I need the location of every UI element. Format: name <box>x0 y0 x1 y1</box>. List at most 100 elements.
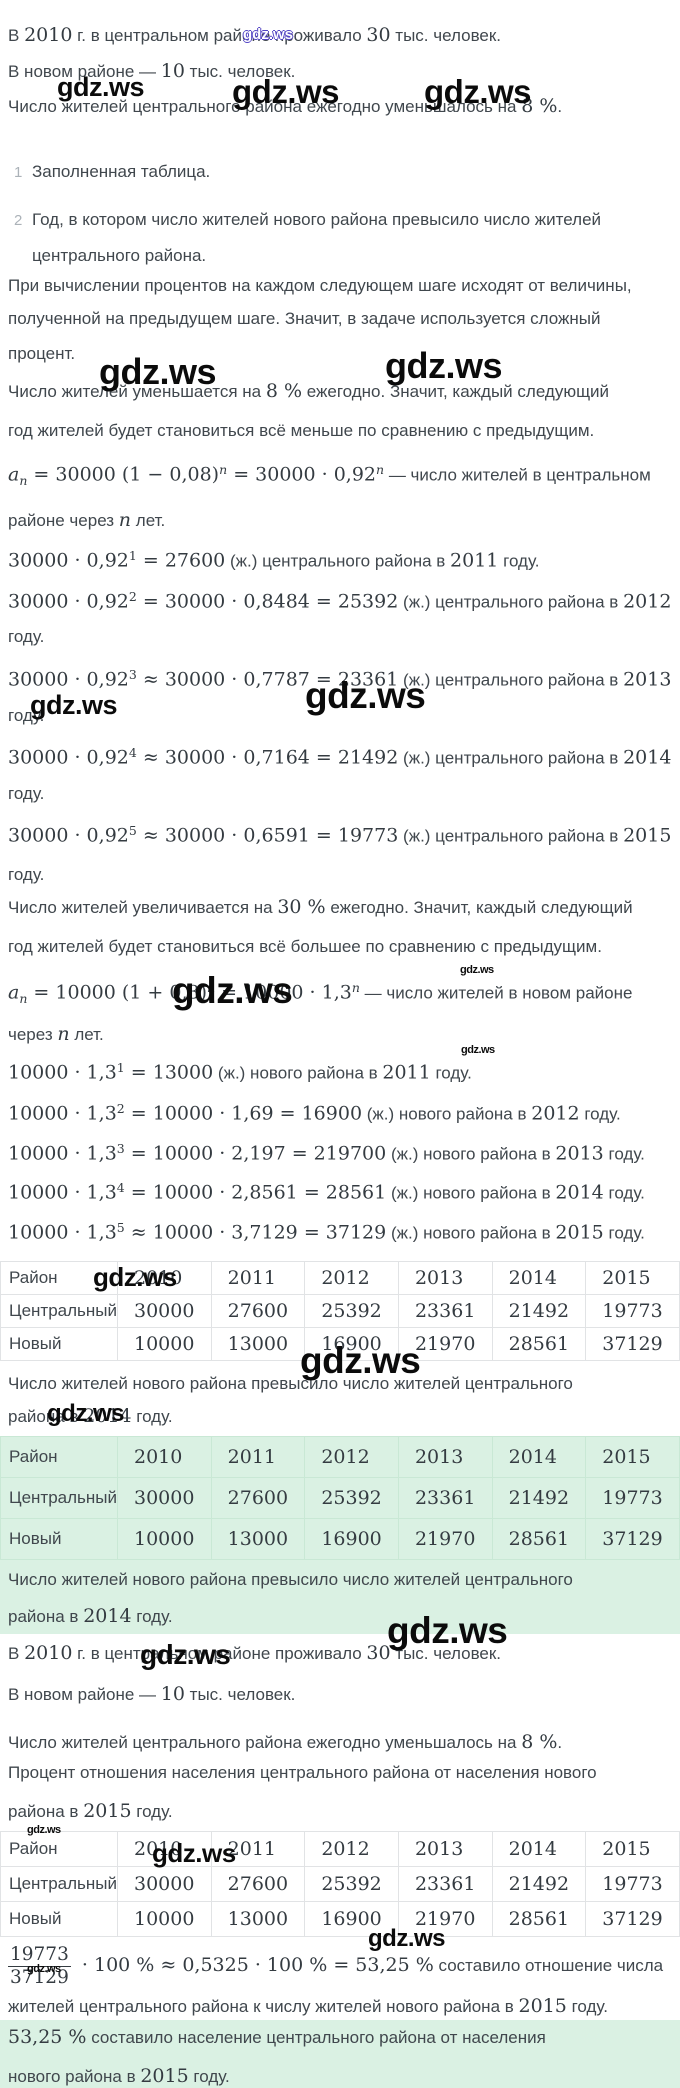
population-value-cell: 21970 <box>397 1517 493 1560</box>
calculation-line: году. <box>0 782 680 805</box>
math-segment: n <box>207 980 216 996</box>
year-header-cell: 2013 <box>397 1830 493 1867</box>
explanation-line: При вычислении процентов на каждом следу… <box>0 274 680 297</box>
condition-line: Число жителей центрального района ежегод… <box>0 1731 680 1754</box>
text-segment: тыс. человек. <box>184 1684 296 1704</box>
calculation-line: жителей центрального района к числу жите… <box>0 1995 680 2018</box>
watermark: gdz.ws <box>232 73 340 110</box>
text-segment: (ж.) центрального района в <box>225 551 451 571</box>
math-segment: 5 <box>128 822 137 838</box>
table-header-row: Район 2010 2011 2012 2013 2014 2015 <box>0 1260 680 1295</box>
text-segment: района в <box>8 1606 84 1626</box>
math-segment: = 13000 <box>124 1062 214 1085</box>
population-value-cell: 16900 <box>304 1900 399 1937</box>
text-segment: центрального района. <box>32 246 207 265</box>
watermark: gdz.ws <box>27 1824 61 1836</box>
year-header-cell: 2013 <box>397 1260 493 1295</box>
text-segment: составило отношение числа <box>433 1955 664 1975</box>
district-label-cell: Центральный <box>0 1865 118 1902</box>
math-segment: 2015 <box>140 2064 189 2087</box>
population-value-cell: 30000 <box>117 1293 212 1328</box>
math-segment: 2014 <box>83 1604 132 1627</box>
text-segment: г. в центральном районе проживало <box>72 26 367 45</box>
year-header-cell: 2010 <box>117 1830 212 1867</box>
math-segment: n <box>376 462 385 477</box>
text-segment: ежегодно. Значит, каждый следующий <box>302 382 610 401</box>
table-header-row: Район 2010 2011 2012 2013 2014 2015 <box>0 1435 680 1478</box>
math-segment: · 100 % ≈ 0,5325 · 100 % = 53,25 % <box>75 1953 434 1976</box>
answer-line: 53,25 % составило население центрального… <box>0 2026 680 2049</box>
population-value-cell: 21970 <box>397 1326 493 1361</box>
task-text: Заполненная таблица. <box>32 162 210 181</box>
math-segment: 2011 <box>450 549 499 572</box>
population-value-cell: 37129 <box>585 1326 680 1361</box>
calculation-line: 30000 · 0,922 = 30000 · 0,8484 = 25392 (… <box>0 584 680 616</box>
population-value-cell: 30000 <box>117 1476 212 1519</box>
math-segment: 30 <box>366 1641 391 1664</box>
math-segment: n <box>19 991 28 1007</box>
population-value-cell: 19773 <box>585 1865 680 1902</box>
calculation-line: году. <box>0 625 680 648</box>
condition-line: В новом районе — 10 тыс. человек. <box>0 60 680 83</box>
calculation-line: году. <box>0 704 680 727</box>
watermark: gdz.ws <box>385 345 503 386</box>
text-segment: году. <box>131 1801 173 1821</box>
text-segment: году. <box>579 1104 621 1124</box>
text-segment: году. <box>566 1996 608 2016</box>
year-header-cell: 2011 <box>210 1260 306 1295</box>
year-header-cell: 2015 <box>585 1260 680 1295</box>
highlighted-answer-block: Район 2010 2011 2012 2013 2014 2015 Центральный… <box>0 1435 680 1634</box>
population-table-highlighted: Район 2010 2011 2012 2013 2014 2015 Центральный… <box>0 1435 680 1560</box>
population-value-cell: 27600 <box>210 1865 306 1902</box>
math-segment: ≈ 10000 · 3,7129 = 37129 <box>124 1221 387 1244</box>
text-segment: лет. <box>69 1025 104 1045</box>
text-segment: нового района в <box>8 2066 141 2086</box>
text-segment: год жителей будет становиться всё меньше… <box>8 421 595 440</box>
text-segment: ежегодно. Значит, каждый следующий <box>325 898 633 918</box>
text-segment: составило население центрального района … <box>86 2027 546 2047</box>
math-segment: a <box>8 981 20 1004</box>
population-value-cell: 28561 <box>491 1326 587 1361</box>
math-segment: 2014 <box>83 1404 132 1427</box>
condition-line: В 2010 г. в центральном районе проживало… <box>0 24 680 47</box>
text-segment: жителей центрального района к числу жите… <box>8 1996 519 2016</box>
math-segment: 10000 · 1,3 <box>8 1182 117 1204</box>
district-header-cell: Район <box>0 1260 118 1295</box>
watermark: gdz.ws <box>140 1639 231 1670</box>
explanation-line: год жителей будет становиться всё меньше… <box>0 419 680 442</box>
year-header-cell: 2015 <box>585 1830 680 1867</box>
district-label-cell: Новый <box>0 1326 118 1361</box>
calculation-line: 10000 · 1,35 ≈ 10000 · 3,7129 = 37129 (ж… <box>0 1215 680 1247</box>
population-value-cell: 10000 <box>117 1900 212 1937</box>
district-header-cell: Район <box>0 1830 118 1867</box>
math-segment: = 27600 <box>136 549 226 572</box>
population-value-cell: 25392 <box>304 1865 399 1902</box>
math-segment: 2010 <box>24 1641 73 1664</box>
math-segment: n <box>57 1023 70 1046</box>
math-segment: n <box>219 462 228 477</box>
math-segment: = 30000 · 0,92 <box>227 463 377 486</box>
math-segment: 1 <box>128 548 137 564</box>
math-segment: 2015 <box>555 1221 604 1244</box>
text-segment: . <box>557 97 563 116</box>
explanation-line: Число жителей уменьшается на 8 % ежегодн… <box>0 380 680 403</box>
population-value-cell: 28561 <box>491 1900 587 1937</box>
math-segment: 2015 <box>83 1799 132 1822</box>
condition-line: В новом районе — 10 тыс. человек. <box>0 1683 680 1706</box>
answer-line: района в 2014 году. <box>0 1605 680 1628</box>
math-segment: n <box>19 473 28 489</box>
population-value-cell: 13000 <box>210 1900 306 1937</box>
math-segment: 2011 <box>382 1062 431 1085</box>
formula-line: an = 10000 (1 + 0,3)n = 10000 · 1,3n — ч… <box>0 975 680 1012</box>
district-label-cell: Центральный <box>0 1293 118 1328</box>
math-segment: 30000 · 0,92 <box>8 590 129 613</box>
watermark: gdz.ws <box>387 1610 508 1651</box>
district-label-cell: Новый <box>0 1517 118 1560</box>
question-line: Процент отношения населения центрального… <box>0 1761 680 1784</box>
watermark: gdz.ws <box>57 72 145 102</box>
year-header-cell: 2014 <box>491 1260 587 1295</box>
text-segment: В <box>8 26 25 45</box>
answer-line: нового района в 2015 году. <box>0 2065 680 2088</box>
population-value-cell: 25392 <box>304 1293 399 1328</box>
district-label-cell: Новый <box>0 1900 118 1937</box>
